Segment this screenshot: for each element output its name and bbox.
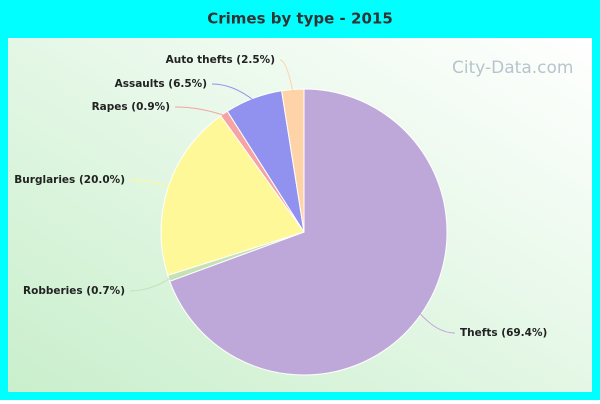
leader-line: [418, 311, 456, 334]
leader-line: [279, 59, 294, 93]
leader-line: [174, 106, 226, 117]
pie-slice: [169, 88, 448, 376]
slice-label: Rapes (0.9%): [92, 101, 170, 113]
category-name: Thefts: [460, 327, 498, 339]
category-name: Robberies: [23, 285, 83, 297]
value-label: (20.0%): [79, 174, 125, 186]
category-name: Assaults: [115, 78, 165, 90]
value-label: (0.9%): [131, 101, 170, 113]
slice-label: Thefts (69.4%): [460, 327, 547, 339]
value-label: (6.5%): [168, 78, 207, 90]
leader-line: [129, 276, 172, 292]
slice-label: Burglaries (20.0%): [14, 174, 125, 186]
watermark: City-Data.com: [452, 58, 573, 78]
category-name: Auto thefts: [166, 54, 233, 66]
chart-title: Crimes by type - 2015: [207, 10, 393, 28]
value-label: (2.5%): [236, 54, 275, 66]
value-label: (0.7%): [86, 285, 125, 297]
leader-line: [211, 83, 255, 102]
category-name: Burglaries: [14, 174, 75, 186]
slice-label: Assaults (6.5%): [115, 78, 207, 90]
value-label: (69.4%): [501, 327, 547, 339]
category-name: Rapes: [92, 101, 128, 113]
leader-line: [129, 179, 172, 189]
slice-label: Robberies (0.7%): [23, 285, 125, 297]
slice-label: Auto thefts (2.5%): [166, 54, 275, 66]
